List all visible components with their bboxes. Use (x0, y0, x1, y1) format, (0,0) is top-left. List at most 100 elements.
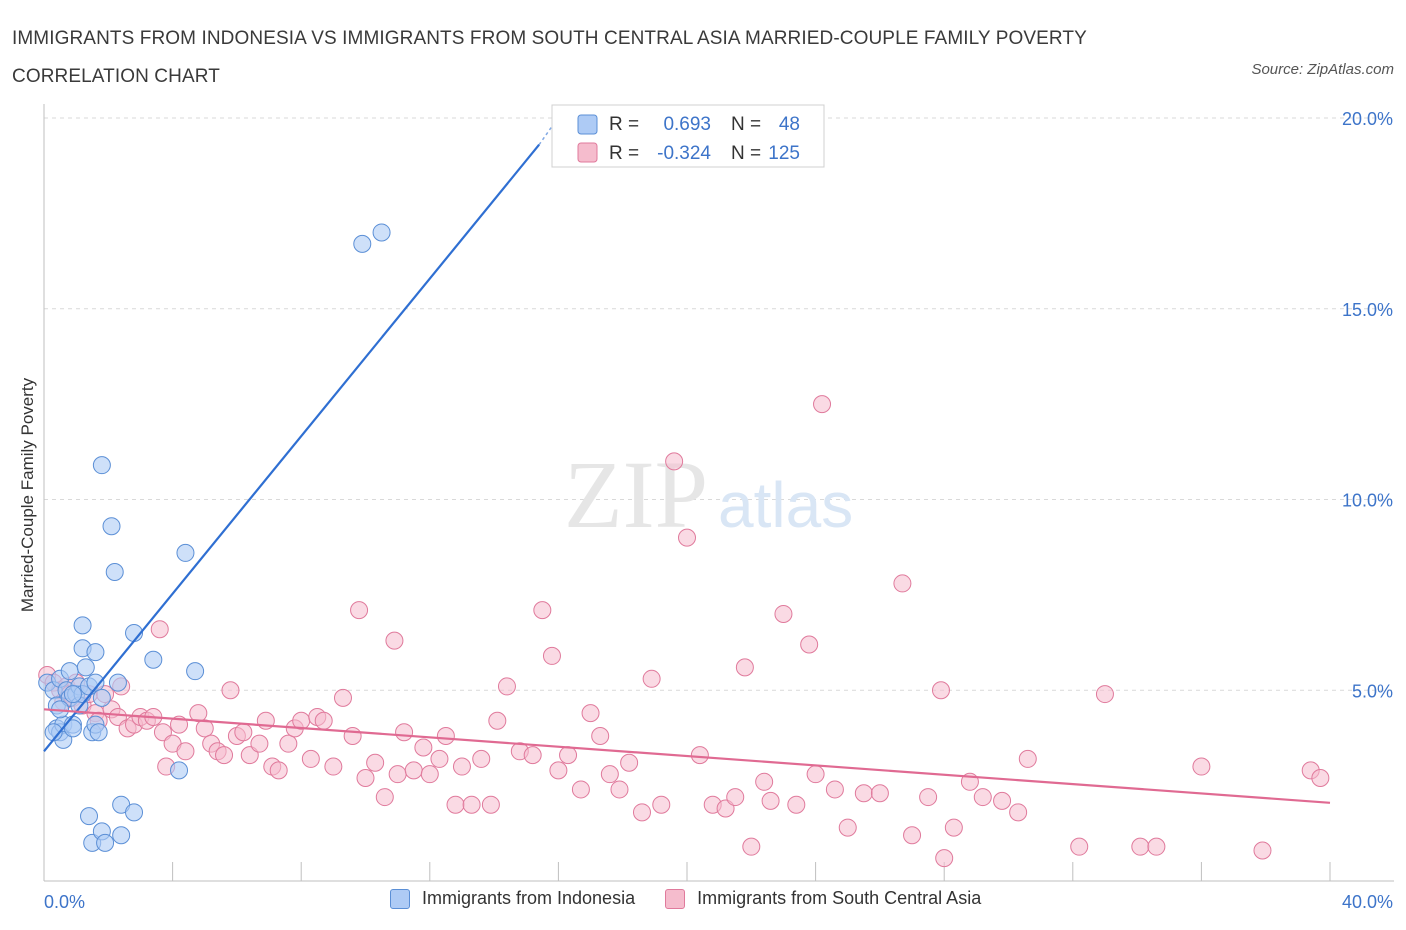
data-point-south-central-asia (800, 635, 819, 654)
legend-bottom: Immigrants from Indonesia Immigrants fro… (390, 888, 1011, 909)
data-point-south-central-asia (813, 395, 832, 414)
data-point-south-central-asia (610, 780, 629, 799)
data-point-south-central-asia (301, 749, 320, 768)
data-point-south-central-asia (234, 723, 253, 742)
data-point-south-central-asia (333, 688, 352, 707)
axes (43, 104, 1394, 882)
y-tick-label: 5.0% (1352, 681, 1393, 701)
chart-title: IMMIGRANTS FROM INDONESIA VS IMMIGRANTS … (12, 28, 1087, 87)
data-point-south-central-asia (324, 757, 343, 776)
legend-top-swatch-pink (577, 142, 598, 163)
data-point-south-central-asia (944, 818, 963, 837)
data-point-indonesia (125, 803, 144, 822)
data-point-south-central-asia (559, 746, 578, 765)
data-point-south-central-asia (215, 746, 234, 765)
data-point-south-central-asia (343, 727, 362, 746)
data-point-south-central-asia (755, 772, 774, 791)
data-point-indonesia (73, 616, 92, 635)
data-point-south-central-asia (404, 761, 423, 780)
data-point-south-central-asia (1253, 841, 1272, 860)
data-point-indonesia (170, 761, 189, 780)
data-point-south-central-asia (375, 788, 394, 807)
data-point-south-central-asia (269, 761, 288, 780)
data-point-south-central-asia (1147, 837, 1166, 856)
data-point-south-central-asia (446, 795, 465, 814)
data-point-south-central-asia (870, 784, 889, 803)
data-point-indonesia (112, 826, 131, 845)
x-tick-labels: 0.0% 40.0% (44, 892, 1393, 912)
data-point-south-central-asia (250, 734, 269, 753)
data-point-south-central-asia (632, 803, 651, 822)
data-point-south-central-asia (1131, 837, 1150, 856)
data-point-south-central-asia (581, 704, 600, 723)
data-point-south-central-asia (571, 780, 590, 799)
data-point-south-central-asia (838, 818, 857, 837)
data-point-south-central-asia (436, 727, 455, 746)
data-point-indonesia (76, 658, 95, 677)
data-point-south-central-asia (735, 658, 754, 677)
x-tick-label-max: 40.0% (1342, 892, 1393, 912)
data-point-indonesia (186, 662, 205, 681)
legend-top: R = 0.693 N = 48 R = -0.324 N = 125 (551, 104, 825, 168)
legend-top-n-label-2: N = (731, 143, 761, 164)
data-point-indonesia (96, 833, 115, 852)
legend-top-swatch-blue (577, 114, 598, 135)
data-point-south-central-asia (279, 734, 298, 753)
legend-top-n-value-1: 48 (779, 114, 800, 135)
data-point-indonesia (80, 807, 99, 826)
trendlines (43, 121, 1331, 804)
data-point-indonesia (102, 517, 121, 536)
trendline-south-central-asia (43, 708, 1331, 804)
y-tick-label: 10.0% (1342, 491, 1393, 511)
legend-top-r-value-2: -0.324 (657, 143, 711, 164)
legend-item-south-central-asia: Immigrants from South Central Asia (665, 888, 981, 909)
data-point-indonesia (176, 543, 195, 562)
data-point-south-central-asia (678, 528, 696, 547)
trendline-indonesia-extension (538, 121, 556, 146)
data-point-south-central-asia (497, 677, 516, 696)
y-tick-label: 20.0% (1342, 109, 1393, 129)
data-point-south-central-asia (642, 669, 661, 688)
data-point-south-central-asia (973, 788, 992, 807)
data-point-south-central-asia (726, 788, 745, 807)
data-point-south-central-asia (665, 452, 684, 471)
data-point-indonesia (89, 723, 108, 742)
data-point-south-central-asia (903, 826, 922, 845)
data-point-indonesia (372, 223, 391, 242)
pink-points (38, 395, 1330, 868)
data-point-south-central-asia (395, 723, 414, 742)
data-point-south-central-asia (488, 711, 507, 730)
legend-top-r-value-1: 0.693 (663, 114, 711, 135)
data-point-south-central-asia (854, 784, 873, 803)
data-point-indonesia (60, 662, 79, 681)
x-ticks (43, 862, 1331, 881)
data-point-south-central-asia (523, 746, 542, 765)
data-point-south-central-asia (150, 620, 169, 639)
data-point-south-central-asia (806, 765, 825, 784)
legend-top-r-label-1: R = (609, 114, 639, 135)
data-point-south-central-asia (620, 753, 639, 772)
trendline-indonesia (43, 144, 540, 752)
y-tick-labels: 5.0% 10.0% 15.0% 20.0% (1342, 109, 1393, 701)
data-point-south-central-asia (1070, 837, 1089, 856)
data-point-south-central-asia (176, 742, 195, 761)
watermark: ZIP atlas (564, 441, 853, 548)
legend-swatch-blue (390, 888, 410, 909)
data-point-south-central-asia (742, 837, 761, 856)
data-point-south-central-asia (993, 791, 1012, 810)
data-point-south-central-asia (462, 795, 481, 814)
data-point-south-central-asia (472, 749, 491, 768)
data-point-south-central-asia (1311, 768, 1330, 787)
data-point-south-central-asia (542, 646, 561, 665)
data-point-south-central-asia (774, 604, 793, 623)
legend-label-indonesia: Immigrants from Indonesia (422, 888, 636, 908)
data-point-south-central-asia (533, 601, 552, 620)
legend-top-n-value-2: 125 (768, 143, 800, 164)
data-point-south-central-asia (893, 574, 912, 593)
data-point-indonesia (144, 650, 163, 669)
data-point-south-central-asia (761, 791, 780, 810)
data-point-south-central-asia (787, 795, 806, 814)
legend-top-n-label-1: N = (731, 114, 761, 135)
data-point-indonesia (92, 456, 111, 475)
